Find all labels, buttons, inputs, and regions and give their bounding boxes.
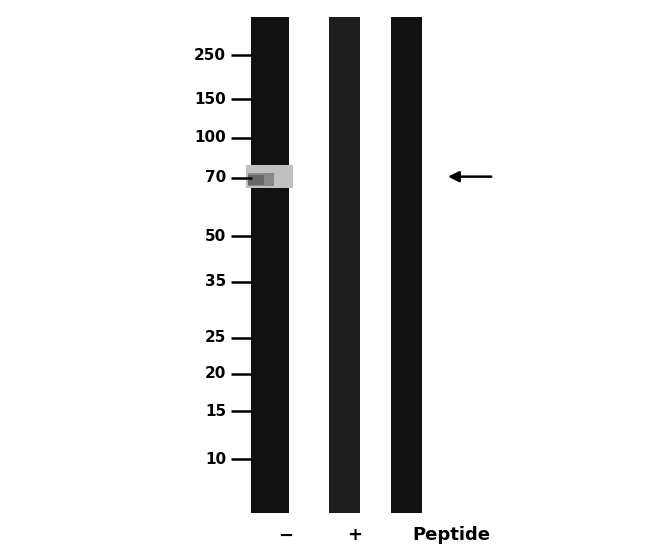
- Text: Peptide: Peptide: [413, 527, 491, 544]
- Bar: [248, 173, 274, 186]
- Text: 10: 10: [205, 452, 226, 467]
- Text: 35: 35: [205, 274, 226, 289]
- Bar: [251, 17, 289, 513]
- Text: 15: 15: [205, 404, 226, 419]
- Text: −: −: [278, 527, 294, 544]
- Text: +: +: [346, 527, 362, 544]
- Bar: [246, 165, 293, 188]
- Bar: [329, 17, 360, 513]
- Text: 50: 50: [205, 229, 226, 244]
- Bar: [391, 17, 422, 513]
- Text: 250: 250: [194, 47, 226, 63]
- Text: 100: 100: [194, 130, 226, 146]
- Text: 25: 25: [205, 330, 226, 346]
- Text: 70: 70: [205, 170, 226, 185]
- Text: 20: 20: [205, 366, 226, 381]
- Bar: [248, 175, 264, 185]
- Text: 150: 150: [194, 92, 226, 107]
